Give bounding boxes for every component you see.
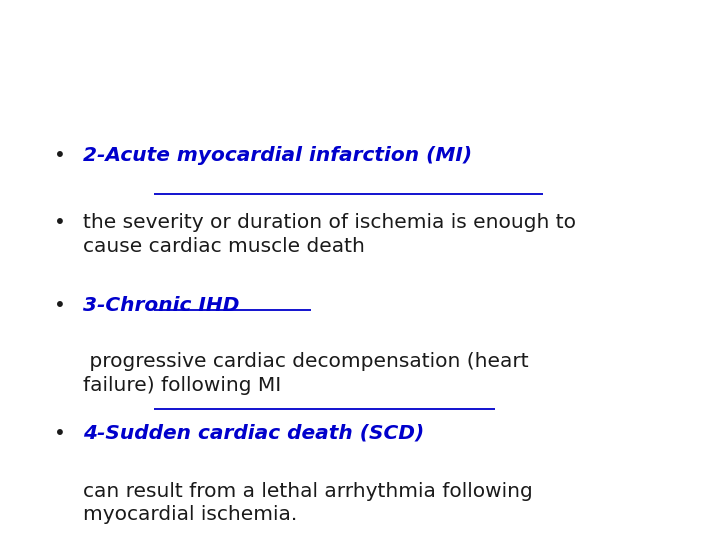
- Text: •: •: [54, 146, 66, 165]
- Text: can result from a lethal arrhythmia following
myocardial ischemia.: can result from a lethal arrhythmia foll…: [83, 482, 533, 524]
- Text: •: •: [54, 213, 66, 232]
- Text: 3-Chronic IHD: 3-Chronic IHD: [83, 296, 239, 315]
- Text: 2-Acute myocardial infarction (MI): 2-Acute myocardial infarction (MI): [83, 146, 472, 165]
- Text: •: •: [54, 424, 66, 443]
- Text: •: •: [54, 296, 66, 315]
- Text: progressive cardiac decompensation (heart
failure) following MI: progressive cardiac decompensation (hear…: [83, 352, 528, 395]
- Text: the severity or duration of ischemia is enough to
cause cardiac muscle death: the severity or duration of ischemia is …: [83, 213, 576, 256]
- Text: 4-Sudden cardiac death (SCD): 4-Sudden cardiac death (SCD): [83, 424, 424, 443]
